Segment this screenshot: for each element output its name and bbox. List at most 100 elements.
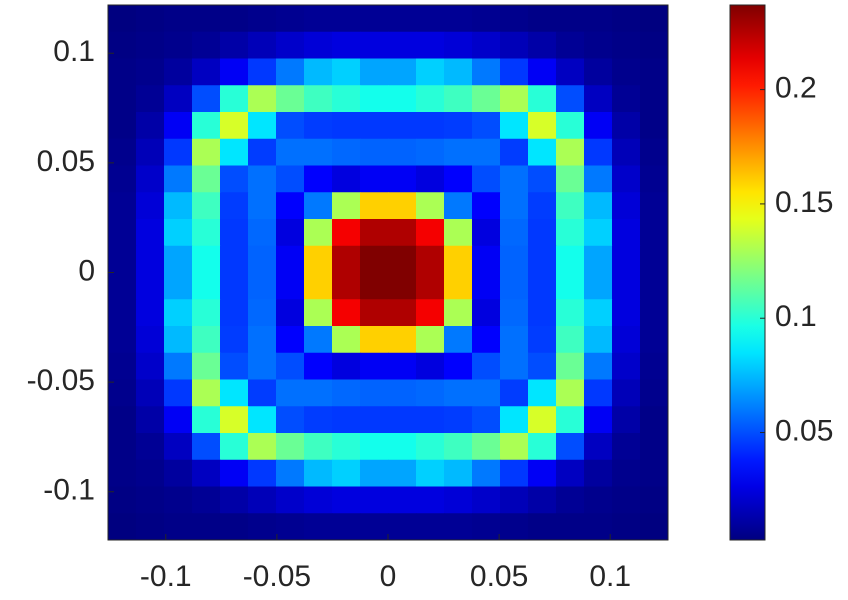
heatmap-cell <box>584 379 613 407</box>
heatmap-cell <box>192 219 221 247</box>
heatmap-cell <box>388 272 417 300</box>
heatmap-cell <box>388 379 417 407</box>
heatmap-cell <box>388 165 417 193</box>
heatmap-cell <box>304 379 333 407</box>
heatmap-cell <box>584 513 613 541</box>
heatmap-cell <box>276 58 305 86</box>
heatmap-cell <box>164 299 193 327</box>
heatmap-cell <box>528 406 557 434</box>
heatmap-cell <box>220 165 249 193</box>
heatmap-cell <box>584 272 613 300</box>
heatmap-cell <box>332 379 361 407</box>
heatmap-cell <box>640 165 669 193</box>
heatmap-cell <box>584 219 613 247</box>
heatmap-cell <box>136 272 165 300</box>
heatmap-cell <box>164 406 193 434</box>
heatmap-cell <box>556 245 585 273</box>
heatmap-cell <box>136 459 165 487</box>
heatmap-cell <box>528 459 557 487</box>
heatmap-cell <box>528 192 557 220</box>
heatmap-cell <box>220 31 249 59</box>
heatmap-cell <box>612 486 641 514</box>
heatmap-cell <box>640 299 669 327</box>
heatmap-cell <box>108 406 137 434</box>
heatmap-cell <box>220 85 249 113</box>
heatmap-cell <box>584 406 613 434</box>
heatmap-cell <box>444 219 473 247</box>
heatmap-cell <box>528 486 557 514</box>
heatmap-cell <box>276 138 305 166</box>
heatmap-cell <box>472 406 501 434</box>
heatmap-cell <box>472 138 501 166</box>
heatmap-cell <box>500 219 529 247</box>
heatmap-cell <box>612 459 641 487</box>
heatmap-cell <box>192 192 221 220</box>
heatmap-cell <box>136 58 165 86</box>
heatmap-cell <box>640 85 669 113</box>
heatmap-cell <box>416 486 445 514</box>
heatmap-cell <box>640 219 669 247</box>
heatmap-cell <box>500 513 529 541</box>
heatmap-cell <box>276 513 305 541</box>
heatmap-cell <box>276 272 305 300</box>
heatmap-cell <box>164 219 193 247</box>
heatmap-cell <box>276 219 305 247</box>
x-tick-label: -0.1 <box>140 560 192 593</box>
heatmap-cell <box>584 192 613 220</box>
heatmap-cell <box>108 459 137 487</box>
heatmap-cell <box>360 31 389 59</box>
heatmap-cell <box>612 138 641 166</box>
heatmap-cell <box>472 433 501 461</box>
heatmap-cell <box>640 112 669 140</box>
heatmap-cell <box>332 272 361 300</box>
heatmap-cell <box>304 58 333 86</box>
heatmap-cell <box>136 299 165 327</box>
heatmap-cell <box>192 326 221 354</box>
heatmap-cell <box>304 245 333 273</box>
heatmap-cell <box>360 486 389 514</box>
heatmap-cell <box>612 31 641 59</box>
heatmap-cell <box>612 192 641 220</box>
heatmap-cell <box>528 326 557 354</box>
heatmap-cell <box>612 326 641 354</box>
heatmap-cell <box>500 459 529 487</box>
heatmap-cell <box>164 486 193 514</box>
heatmap-cell <box>528 5 557 33</box>
heatmap-cell <box>388 112 417 140</box>
heatmap-cell <box>388 486 417 514</box>
heatmap-cell <box>164 5 193 33</box>
heatmap-cell <box>472 58 501 86</box>
heatmap-cell <box>248 112 277 140</box>
heatmap-cell <box>192 459 221 487</box>
heatmap-cell <box>248 486 277 514</box>
heatmap-cell <box>220 58 249 86</box>
heatmap-cell <box>584 245 613 273</box>
heatmap-cell <box>416 112 445 140</box>
heatmap-cell <box>192 513 221 541</box>
heatmap-cell <box>192 58 221 86</box>
heatmap-cell <box>136 5 165 33</box>
heatmap-cell <box>556 459 585 487</box>
heatmap-cell <box>108 326 137 354</box>
heatmap-cell <box>108 379 137 407</box>
heatmap-cell <box>416 299 445 327</box>
heatmap-cell <box>500 165 529 193</box>
heatmap-cell <box>416 165 445 193</box>
heatmap-cell <box>584 138 613 166</box>
heatmap-cell <box>136 112 165 140</box>
heatmap-cell <box>500 31 529 59</box>
y-tick-label: 0.1 <box>53 35 95 68</box>
heatmap-cell <box>472 352 501 380</box>
colorbar-tick-label: 0.2 <box>775 72 817 105</box>
heatmap-cell <box>220 138 249 166</box>
heatmap-cell <box>640 486 669 514</box>
heatmap-cell <box>472 459 501 487</box>
heatmap-cell <box>276 112 305 140</box>
heatmap-cell <box>304 219 333 247</box>
heatmap-cell <box>220 459 249 487</box>
heatmap-cell <box>584 459 613 487</box>
heatmap-cell <box>472 192 501 220</box>
heatmap-cell <box>220 486 249 514</box>
heatmap-cell <box>388 5 417 33</box>
heatmap-cell <box>332 406 361 434</box>
